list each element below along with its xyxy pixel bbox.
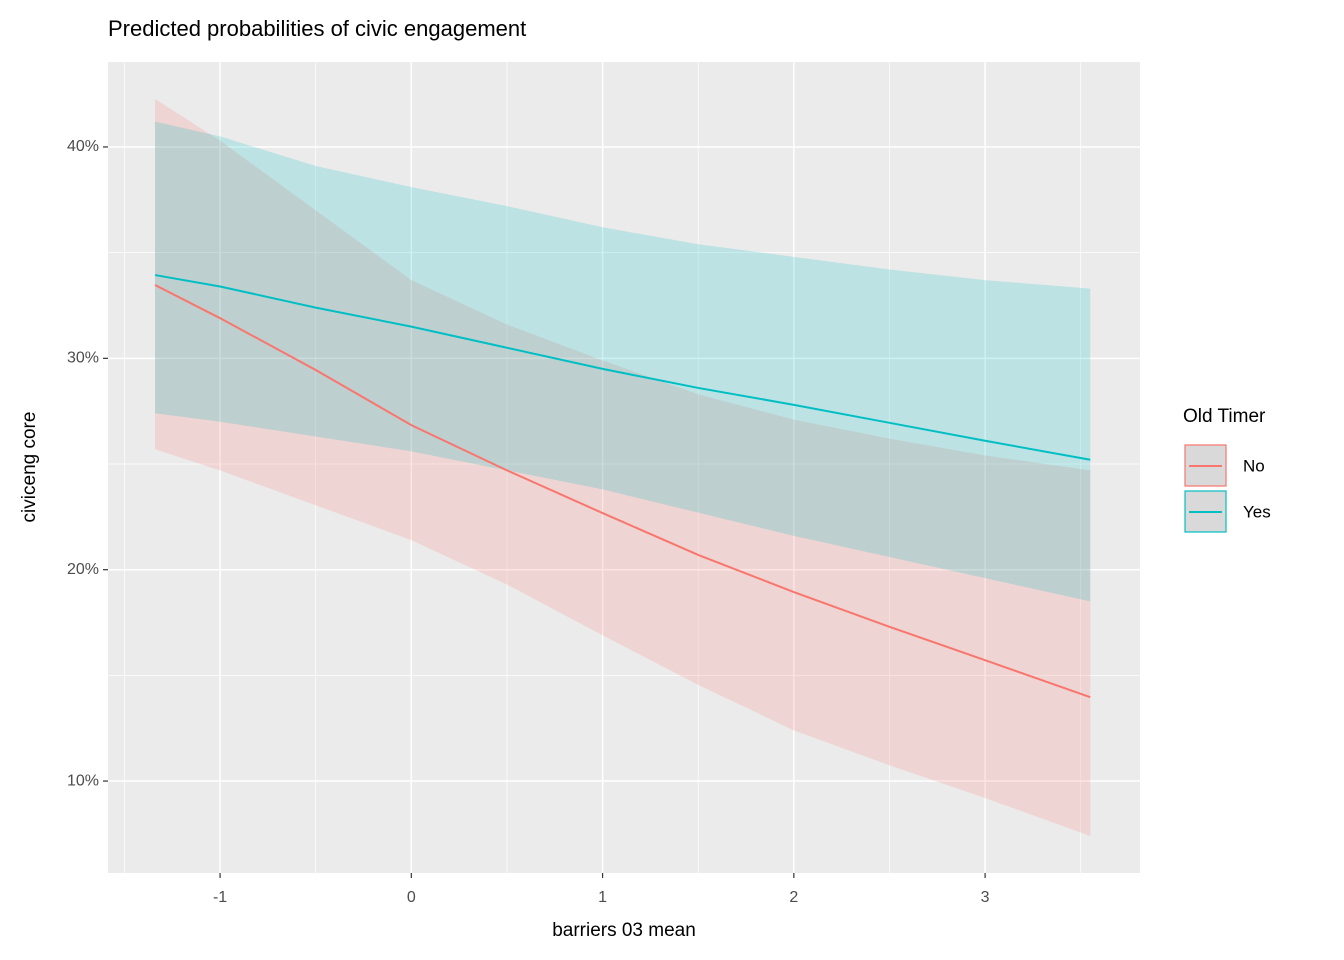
x-tick-label: 1: [598, 889, 607, 906]
y-tick-label: 30%: [67, 350, 99, 367]
y-tick-label: 40%: [67, 138, 99, 155]
x-tick-label: 3: [981, 889, 990, 906]
legend-title: Old Timer: [1183, 406, 1266, 427]
y-tick-label: 20%: [67, 561, 99, 578]
legend-label: No: [1243, 456, 1265, 475]
line: [154, 274, 1091, 461]
x-tick-label: 2: [789, 889, 798, 906]
y-axis-label: civiceng core: [19, 412, 40, 523]
confidence-band: [155, 121, 1091, 602]
confidence-band: [155, 98, 1091, 837]
panel: [108, 62, 1140, 873]
y-tick-label: 10%: [67, 772, 99, 789]
x-axis-label: barriers 03 mean: [552, 920, 696, 941]
legend-label: Yes: [1243, 502, 1271, 521]
x-tick-label: 0: [407, 889, 416, 906]
line: [154, 284, 1091, 699]
chart-title: Predicted probabilities of civic engagem…: [108, 16, 526, 41]
x-tick-label: -1: [213, 889, 227, 906]
